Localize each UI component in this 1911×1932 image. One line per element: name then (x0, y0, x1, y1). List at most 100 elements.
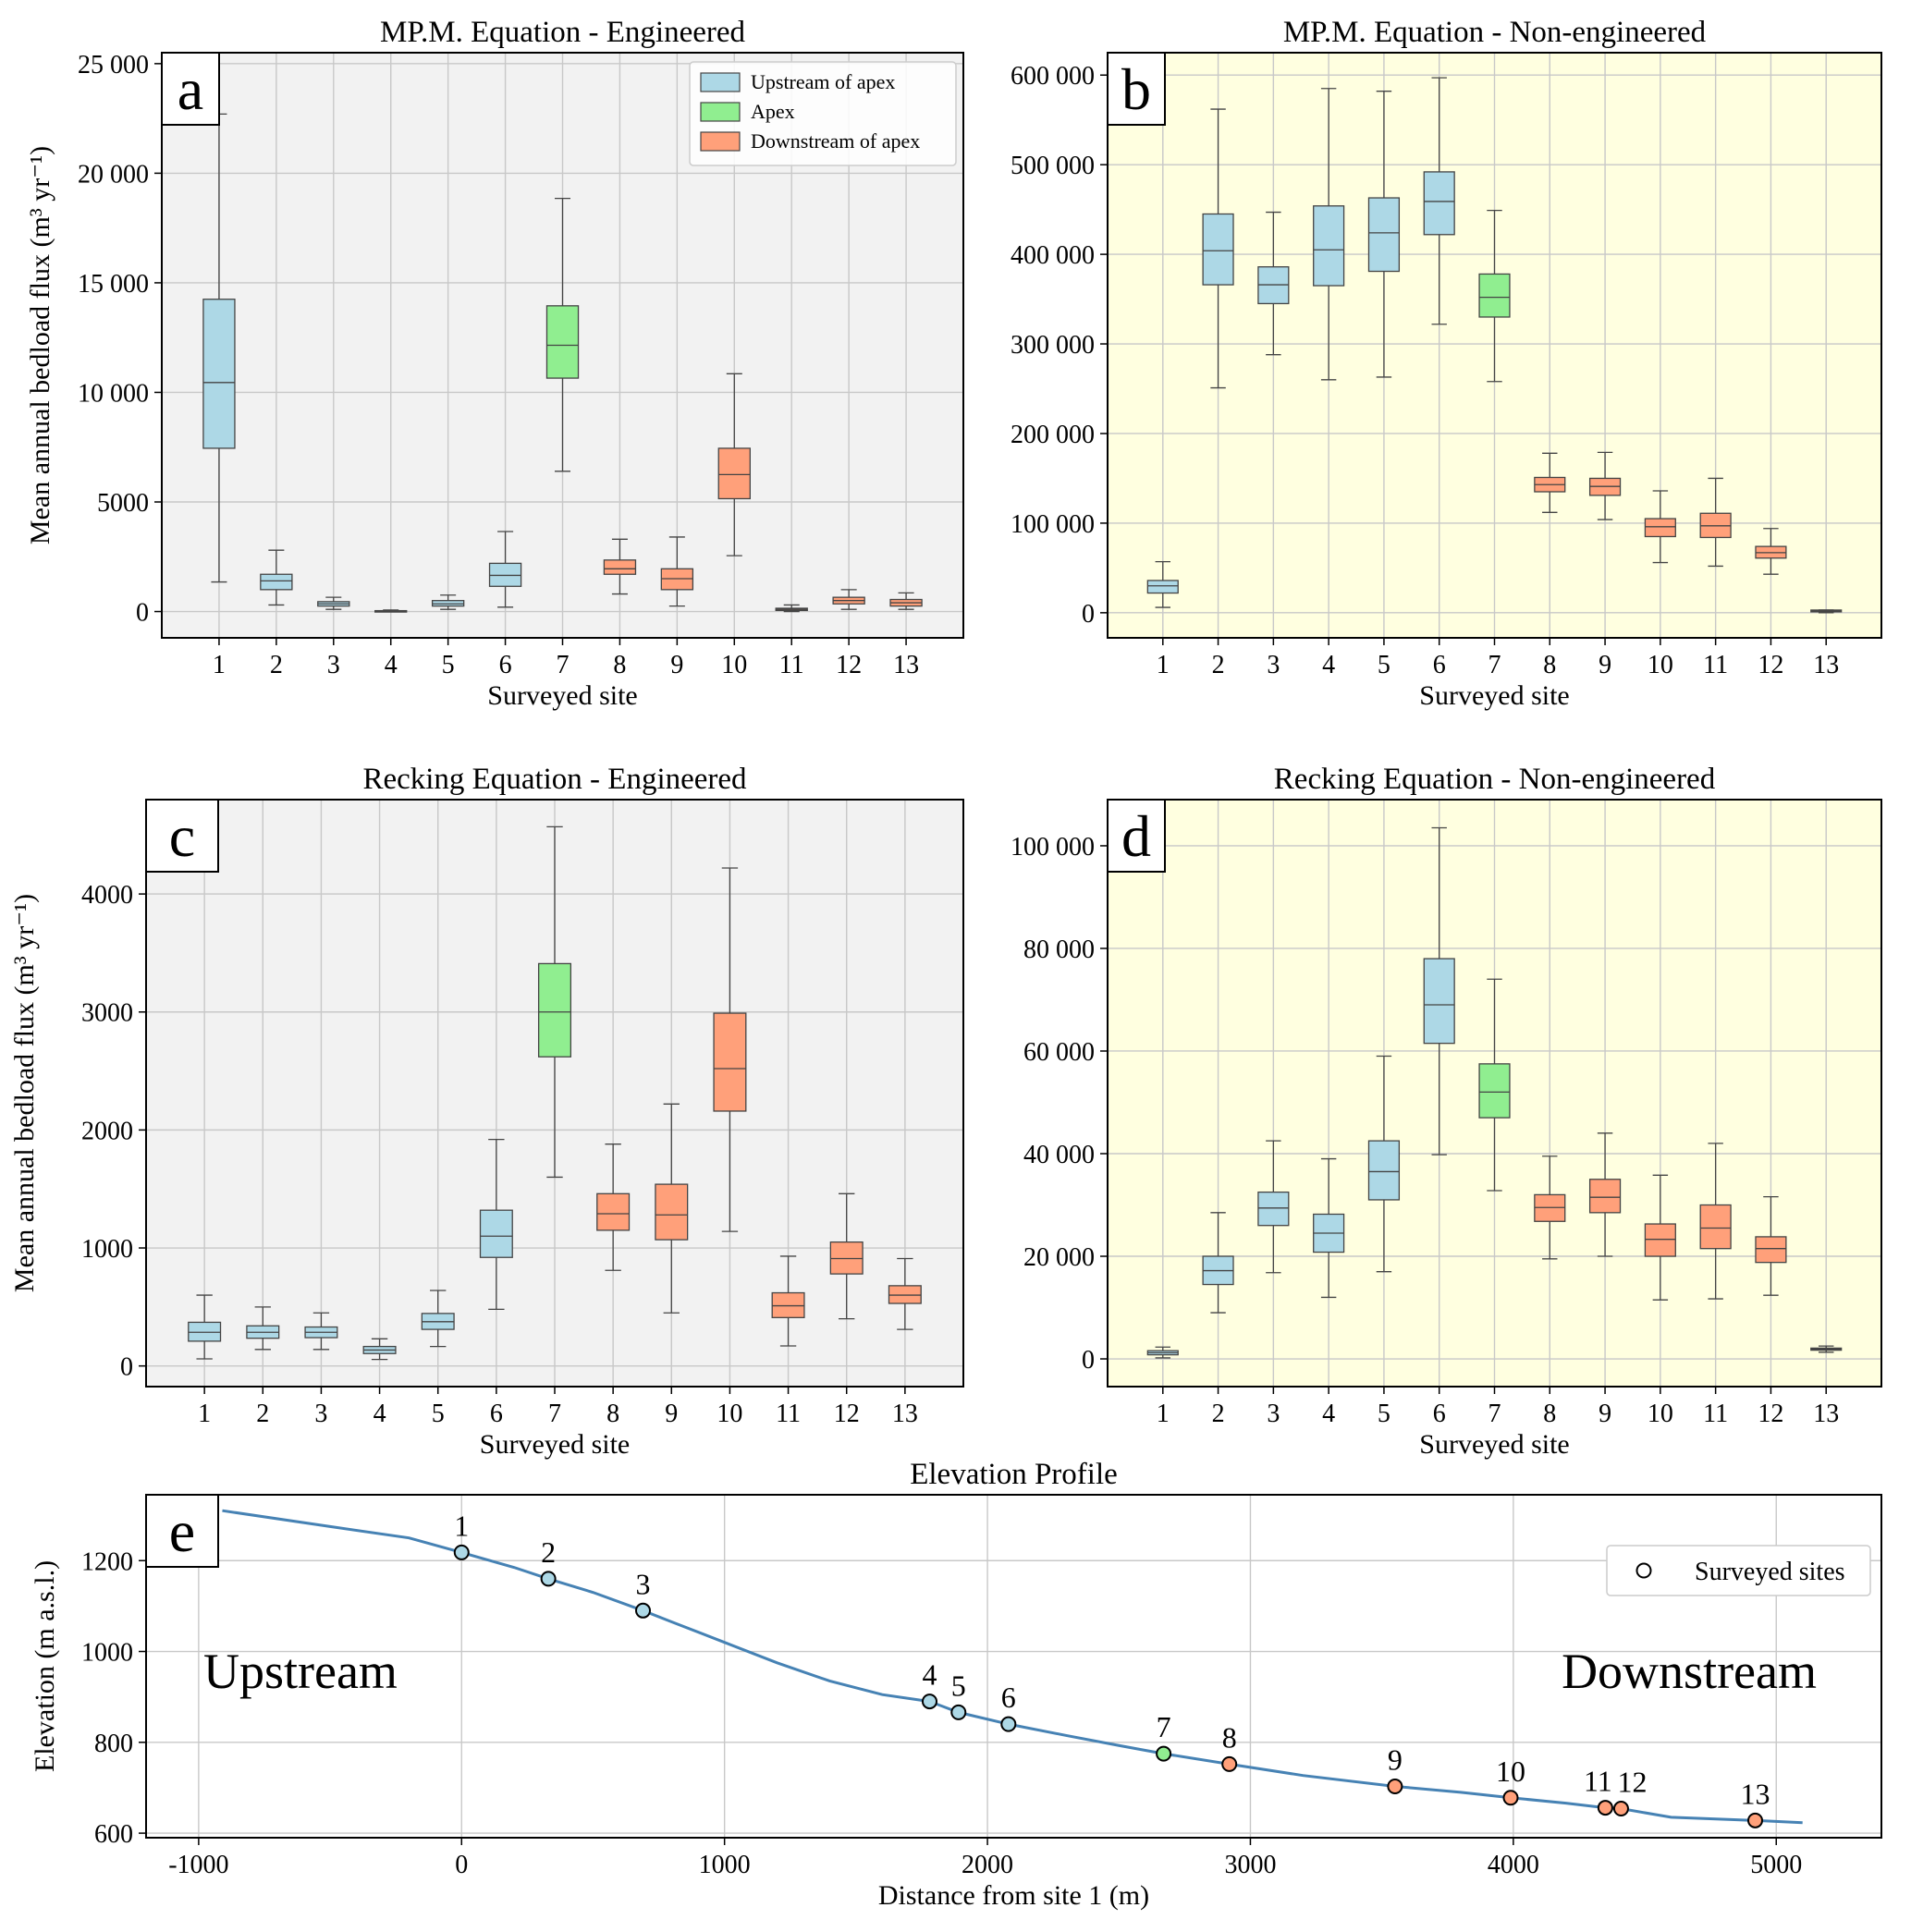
site-point (1221, 1755, 1238, 1772)
panel-letter: d (1121, 803, 1151, 869)
site-marker-10: 10 (1496, 1755, 1525, 1806)
box-site-2 (246, 1306, 280, 1351)
x-axis-label: Distance from site 1 (m) (878, 1880, 1149, 1911)
site-point (1502, 1790, 1519, 1806)
box-site-4 (1313, 1157, 1345, 1299)
legend-label: Upstream of apex (751, 70, 895, 93)
y-tick-label: 300 000 (1011, 331, 1095, 360)
site-label: 1 (454, 1509, 469, 1542)
site-marker-6: 6 (1000, 1681, 1017, 1732)
x-axis-label: Surveyed site (487, 680, 637, 711)
site-point (1000, 1716, 1017, 1732)
box-site-3 (1257, 1140, 1290, 1274)
box-iqr (1367, 197, 1401, 273)
box-iqr (1588, 1179, 1622, 1214)
box-iqr (1478, 1063, 1511, 1119)
x-tick-label: 11 (1703, 651, 1728, 679)
x-tick-label: 12 (836, 651, 862, 679)
x-tick-label: 4000 (1488, 1851, 1539, 1879)
legend-marker (1635, 1562, 1652, 1579)
legend-swatch-upstream (700, 72, 741, 92)
box-site-3 (317, 596, 350, 610)
site-marker-2: 2 (540, 1535, 557, 1587)
box-site-6 (1423, 826, 1455, 1156)
y-tick-label: 100 000 (1011, 833, 1095, 862)
x-tick-label: 2 (270, 651, 283, 679)
box-site-1 (188, 1294, 222, 1360)
x-tick-label: 6 (1433, 1400, 1446, 1428)
site-label: 10 (1496, 1755, 1525, 1788)
x-tick-label: 9 (670, 651, 683, 679)
y-tick-label: 25 000 (78, 51, 149, 79)
x-axis-label: Surveyed site (1419, 1429, 1569, 1460)
box-site-12 (1755, 528, 1787, 575)
x-tick-label: 13 (892, 1400, 918, 1428)
site-point (635, 1602, 652, 1619)
box-site-8 (1534, 1156, 1566, 1260)
box-site-7 (1478, 209, 1511, 383)
panel-letter-box (145, 1494, 219, 1568)
x-tick-label: 2000 (962, 1851, 1013, 1879)
x-tick-label: 9 (1599, 1400, 1611, 1428)
site-point (1746, 1812, 1763, 1828)
legend-label: Downstream of apex (751, 129, 920, 153)
box-site-9 (660, 536, 694, 607)
y-tick-label: 1200 (81, 1547, 133, 1576)
panel-letter-box (1107, 799, 1166, 873)
x-tick-label: 12 (1758, 651, 1783, 679)
box-iqr (1699, 1204, 1732, 1250)
legend: Upstream of apex Apex Downstream of apex (689, 61, 957, 166)
y-tick-label: 3000 (81, 999, 133, 1028)
x-tick-label: 1 (1157, 651, 1170, 679)
x-tick-label: 4 (1322, 1400, 1335, 1428)
site-marker-12: 12 (1612, 1766, 1647, 1817)
box-iqr (1644, 518, 1676, 538)
y-tick-label: 0 (1082, 1346, 1095, 1375)
site-point (950, 1704, 967, 1720)
box-iqr (1423, 171, 1455, 236)
x-tick-label: 3 (314, 1400, 327, 1428)
x-tick-label: 2 (1212, 651, 1225, 679)
site-marker-1: 1 (453, 1509, 470, 1560)
x-tick-label: 12 (1758, 1400, 1783, 1428)
site-label: 9 (1388, 1742, 1403, 1776)
x-tick-label: 7 (557, 651, 570, 679)
legend-label: Surveyed sites (1695, 1558, 1845, 1586)
x-tick-label: 11 (779, 651, 804, 679)
site-point (1156, 1745, 1172, 1762)
panel-letter: b (1121, 56, 1151, 122)
y-tick-label: 100 000 (1011, 510, 1095, 539)
box-iqr (1367, 1140, 1401, 1201)
y-tick-label: 5000 (97, 489, 149, 518)
box-site-13 (1810, 1345, 1843, 1353)
x-tick-label: 10 (717, 1400, 742, 1428)
site-marker-13: 13 (1740, 1777, 1770, 1828)
box-site-1 (1146, 1346, 1179, 1359)
box-site-3 (304, 1312, 338, 1351)
y-tick-label: 4000 (81, 881, 133, 910)
box-iqr (537, 962, 572, 1058)
x-tick-label: 3 (1267, 651, 1280, 679)
x-tick-label: 13 (1813, 651, 1839, 679)
x-tick-label: 2 (256, 1400, 269, 1428)
box-site-13 (1810, 609, 1843, 614)
box-iqr (713, 1012, 747, 1112)
legend-label: Apex (751, 100, 795, 123)
y-axis-label: Mean annual bedload flux (m³ yr⁻¹) (25, 146, 55, 544)
box-site-8 (596, 1143, 631, 1271)
box-site-8 (603, 538, 637, 595)
x-tick-label: 5 (1378, 651, 1390, 679)
x-tick-label: 6 (490, 1400, 503, 1428)
x-tick-label: 2 (1212, 1400, 1225, 1428)
y-tick-label: 20 000 (78, 160, 149, 189)
box-site-8 (1534, 452, 1566, 513)
x-tick-label: 0 (455, 1851, 468, 1879)
box-iqr (202, 299, 236, 449)
downstream-annotation: Downstream (1562, 1644, 1817, 1699)
box-site-4 (1313, 88, 1345, 381)
y-tick-label: 200 000 (1011, 421, 1095, 449)
box-site-5 (1367, 1055, 1401, 1273)
